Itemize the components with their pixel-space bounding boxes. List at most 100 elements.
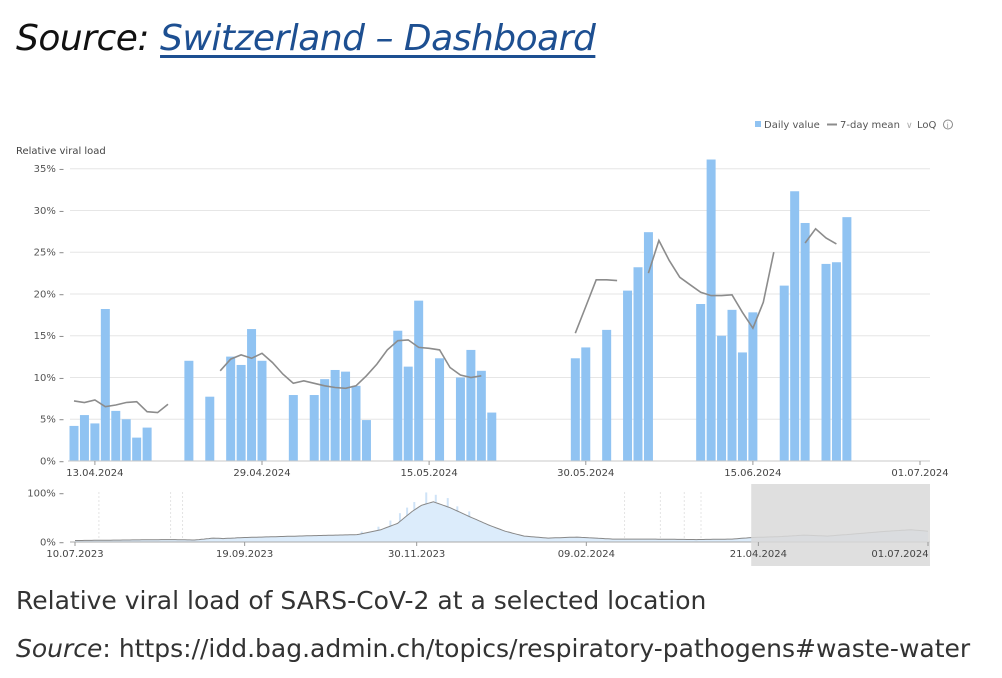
daily-value-bar: [706, 159, 716, 461]
daily-value-bar: [111, 410, 121, 461]
mean-line-segment: [647, 238, 775, 330]
daily-value-bar: [696, 303, 706, 461]
daily-value-bar: [779, 285, 789, 461]
daily-value-bar: [643, 232, 653, 461]
x-tick-label: 30.05.2024: [557, 468, 614, 479]
daily-value-bar: [842, 217, 852, 461]
daily-value-bar: [633, 267, 643, 461]
daily-value-bar: [800, 222, 810, 461]
daily-value-bar: [414, 300, 424, 461]
daily-value-bar: [121, 419, 131, 461]
daily-value-bar: [330, 369, 340, 461]
figure-caption: Relative viral load of SARS-CoV-2 at a s…: [16, 586, 707, 615]
daily-value-bar: [142, 427, 152, 461]
y-tick-label: 0% –: [40, 457, 64, 468]
daily-value-bar: [236, 364, 246, 461]
daily-value-bar: [748, 312, 758, 461]
daily-value-bar: [717, 335, 727, 461]
y-axis-label: Relative viral load: [16, 146, 106, 157]
daily-value-bar: [90, 423, 100, 461]
daily-value-bar: [257, 360, 267, 461]
daily-value-bar: [226, 356, 236, 461]
info-icon[interactable]: [943, 119, 953, 130]
legend-bar-swatch: [755, 121, 761, 127]
daily-value-bar: [288, 395, 298, 461]
source-url[interactable]: https://idd.bag.admin.ch/topics/respirat…: [118, 634, 971, 663]
main-bars: [69, 159, 852, 461]
main-x-axis: 13.04.2024 29.04.2024 15.05.2024 30.05.2024…: [66, 461, 949, 479]
daily-value-bar: [69, 425, 79, 461]
y-tick-label: 30% –: [34, 206, 64, 217]
daily-value-bar: [581, 347, 591, 461]
navigator-x-tick-label: 19.09.2023: [216, 549, 273, 560]
x-tick-label: 15.06.2024: [724, 468, 781, 479]
daily-value-bar: [487, 412, 497, 461]
chart-legend[interactable]: Daily value 7-day mean ∨ LoQ i: [755, 119, 953, 131]
daily-value-bar: [737, 352, 747, 461]
navigator-x-tick-label: 09.02.2024: [558, 549, 615, 560]
y-tick-label: 15% –: [34, 331, 64, 342]
mean-line-segment: [574, 279, 618, 334]
legend-loq-marker: ∨: [906, 121, 913, 131]
y-tick-label: 5% –: [40, 415, 64, 426]
daily-value-bar: [341, 371, 351, 461]
navigator-x-tick-label: 01.07.2024: [871, 549, 928, 560]
daily-value-bar: [403, 366, 413, 461]
daily-value-bar: [393, 330, 403, 461]
main-y-axis: 0% – 5% – 10% – 15% – 20% – 25% – 30% – 35% –: [34, 164, 64, 467]
source-line-label: Source: [16, 634, 103, 663]
daily-value-bar: [466, 349, 476, 461]
navigator-x-tick-label: 21.04.2024: [730, 549, 787, 560]
daily-value-bar: [132, 437, 142, 461]
heading: Source: Switzerland – Dashboard: [16, 18, 596, 59]
daily-value-bar: [435, 358, 445, 461]
navigator-selected-range[interactable]: [751, 484, 930, 566]
x-tick-label: 15.05.2024: [400, 468, 457, 479]
source-line-sep: :: [102, 634, 111, 663]
daily-value-bar: [351, 385, 361, 461]
mean-line-segment: [73, 399, 169, 414]
y-tick-label: 35% –: [34, 164, 64, 175]
navigator[interactable]: 0% – 100% – 10.07.2023 19.09.2023 30.11.202…: [27, 484, 930, 566]
x-tick-label: 13.04.2024: [66, 468, 123, 479]
daily-value-bar: [727, 309, 737, 461]
daily-value-bar: [184, 360, 194, 461]
x-tick-label: 29.04.2024: [233, 468, 290, 479]
mean-line-segment: [804, 227, 837, 245]
daily-value-bar: [623, 290, 633, 461]
navigator-x-tick-label: 10.07.2023: [46, 549, 103, 560]
daily-value-bar: [361, 420, 371, 461]
daily-value-bar: [831, 262, 841, 461]
navigator-y-axis: 0% – 100% –: [27, 489, 64, 549]
legend-loq[interactable]: LoQ: [917, 120, 937, 131]
daily-value-bar: [476, 370, 486, 461]
dashboard-link[interactable]: Switzerland – Dashboard: [160, 18, 596, 59]
daily-value-bar: [570, 358, 580, 461]
daily-value-bar: [205, 396, 215, 461]
daily-value-bar: [79, 415, 89, 461]
heading-source-label: Source:: [16, 18, 150, 59]
legend-daily-value[interactable]: Daily value: [764, 120, 820, 131]
legend-7day-mean[interactable]: 7-day mean: [840, 120, 900, 131]
navigator-x-tick-label: 30.11.2023: [388, 549, 445, 560]
daily-value-bar: [247, 329, 257, 461]
info-icon-glyph: i: [947, 122, 949, 130]
x-tick-label: 01.07.2024: [891, 468, 948, 479]
mean-line-segment: [219, 339, 482, 390]
daily-value-bar: [309, 395, 319, 461]
y-tick-label: 20% –: [34, 289, 64, 300]
main-mean-line: [73, 227, 837, 414]
viral-load-chart: Daily value 7-day mean ∨ LoQ i Relative …: [16, 119, 953, 566]
daily-value-bar: [455, 377, 465, 461]
daily-value-bar: [821, 263, 831, 461]
daily-value-bar: [320, 379, 330, 461]
y-tick-label: 10% –: [34, 373, 64, 384]
navigator-x-axis: 10.07.2023 19.09.2023 30.11.2023 09.02.2024…: [46, 542, 929, 560]
source-line: Source: https://idd.bag.admin.ch/topics/…: [16, 634, 970, 663]
navigator-y-tick-label: 0% –: [40, 538, 64, 549]
daily-value-bar: [100, 309, 110, 461]
y-tick-label: 25% –: [34, 248, 64, 259]
daily-value-bar: [790, 191, 800, 461]
daily-value-bar: [602, 329, 612, 461]
navigator-y-tick-label: 100% –: [27, 489, 64, 500]
